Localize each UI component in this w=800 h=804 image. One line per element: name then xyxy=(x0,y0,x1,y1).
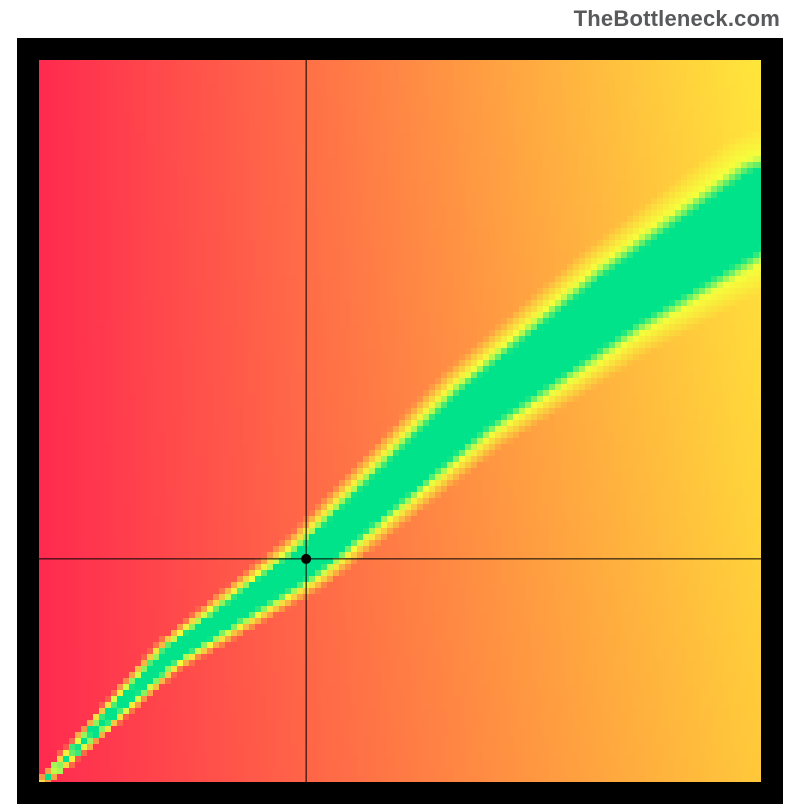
frame-bottom xyxy=(17,782,783,804)
watermark-text: TheBottleneck.com xyxy=(574,6,780,32)
heatmap-plot xyxy=(17,38,783,804)
frame-top xyxy=(17,38,783,60)
chart-container: { "watermark": "TheBottleneck.com", "can… xyxy=(0,0,800,800)
frame-left xyxy=(17,38,39,804)
frame-right xyxy=(761,38,783,804)
